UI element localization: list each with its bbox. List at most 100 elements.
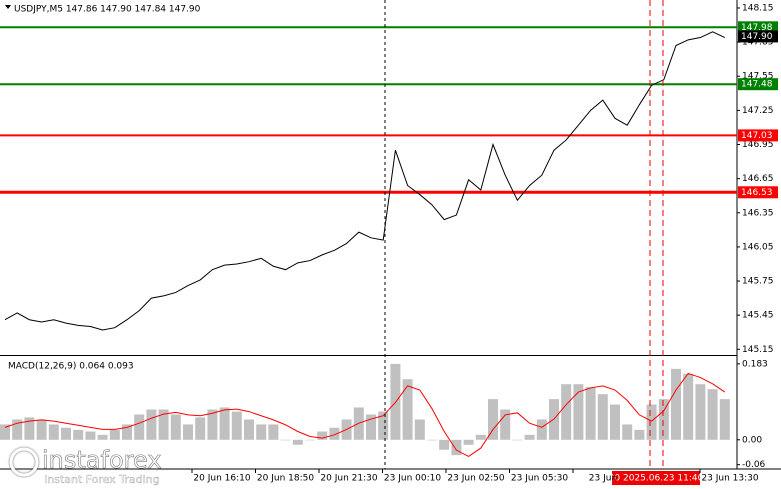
x-tick-label: 23 Jun 00:10 (384, 474, 441, 484)
histogram-bar (24, 417, 35, 440)
histogram-bar (475, 434, 486, 440)
y-tick-label: 147.55 (742, 72, 774, 82)
y2-tick-label: 0.183 (742, 359, 768, 369)
level-box (738, 129, 778, 142)
x-tick-label: 23 Jun 05:30 (511, 474, 568, 484)
histogram-bar (646, 404, 657, 440)
y-tick-label: 146.65 (742, 174, 774, 184)
histogram-bar (219, 407, 230, 440)
histogram-bar (109, 429, 120, 440)
level-label: 146.53 (741, 188, 773, 198)
histogram-bar (97, 434, 108, 440)
histogram-bar (48, 424, 59, 440)
cursor-label: 20 2025.06.23 11:40 (609, 474, 704, 484)
histogram-bar (439, 439, 450, 450)
histogram-bar (231, 411, 242, 440)
histogram-bar (427, 439, 437, 441)
histogram-bar (122, 424, 132, 440)
histogram-bar (329, 427, 340, 440)
histogram-bar (366, 414, 376, 440)
y-tick-label: 146.35 (742, 208, 774, 218)
y-tick-label: 145.15 (742, 345, 774, 355)
price-line (4, 31, 726, 331)
y-tick-label: 146.05 (742, 242, 774, 252)
histogram-bar (134, 414, 145, 440)
histogram-bar (146, 409, 157, 440)
x-tick-label: 20 Jun 21:30 (320, 474, 377, 484)
histogram-bar (378, 411, 389, 440)
histogram-bar (305, 439, 315, 441)
histogram-bar (170, 414, 181, 440)
histogram-bar (463, 439, 474, 445)
y-tick-label: 147.25 (742, 106, 774, 116)
histogram-bar (622, 424, 633, 440)
histogram-bar (268, 424, 279, 440)
histogram-bar (610, 404, 620, 440)
histogram-bar (719, 399, 730, 440)
histogram-bar (317, 431, 328, 440)
histogram-bar (488, 399, 498, 440)
level-box (738, 21, 778, 34)
logo-name: instaforex (42, 446, 162, 474)
y-tick-label: 145.75 (742, 277, 774, 287)
signal-line (4, 372, 726, 457)
logo-icon (9, 447, 39, 477)
histogram-bar (12, 419, 23, 440)
y-tick-label: 146.95 (742, 140, 774, 150)
histogram-bar (402, 379, 413, 440)
histogram-bar (0, 424, 10, 440)
histogram-bar (561, 384, 572, 440)
histogram-bar (512, 439, 523, 441)
level-label: 147.90 (741, 32, 773, 42)
y-tick-label: 147.85 (742, 38, 774, 48)
histogram-bar (244, 419, 254, 440)
level-box (738, 78, 778, 91)
histogram-bar (195, 417, 206, 440)
histogram-bar (183, 424, 193, 440)
histogram-bar (683, 373, 694, 440)
level-box (738, 30, 778, 43)
histogram-bar (85, 431, 96, 440)
histogram-bar (573, 384, 584, 440)
x-tick-label: 23 Jun (589, 474, 617, 484)
histogram-bar (658, 399, 669, 440)
histogram-bar (500, 409, 511, 440)
histogram-bar (451, 439, 462, 456)
histogram-bar (585, 387, 596, 440)
level-label: 147.03 (741, 131, 773, 141)
y2-tick-label: 0.00 (742, 435, 762, 445)
logo-tagline: Instant Forex Trading (44, 473, 160, 486)
level-box (738, 186, 778, 199)
y2-tick-label: -0.06 (742, 460, 766, 470)
level-label: 147.48 (741, 80, 773, 90)
histogram-bar (61, 427, 71, 440)
histogram-bar (695, 384, 706, 440)
histogram-bar (158, 409, 169, 440)
level-label: 147.98 (741, 23, 773, 33)
histogram-bar (707, 389, 718, 440)
chart-title: USDJPY,M5 147.86 147.90 147.84 147.90 (14, 5, 201, 15)
histogram-bar (292, 439, 303, 445)
y-tick-label: 148.15 (742, 3, 774, 13)
x-tick-label: 20 Jun 16:10 (193, 474, 250, 484)
marks (0, 26, 737, 457)
histogram-bar (36, 419, 47, 440)
histogram-bar (671, 368, 681, 440)
histogram-bar (414, 419, 425, 440)
histogram-bar (280, 439, 291, 441)
x-tick-label: 23 Jun 13:30 (701, 474, 758, 484)
x-tick-label: 23 Jun 02:50 (447, 474, 504, 484)
y-tick-label: 145.45 (742, 311, 774, 321)
histogram-bar (597, 394, 608, 440)
histogram-bar (207, 409, 218, 440)
x-tick-label: 20 Jun 18:50 (257, 474, 314, 484)
histogram-bar (634, 429, 645, 440)
histogram-bar (256, 424, 267, 440)
histogram-bar (536, 419, 547, 440)
histogram-bar (73, 429, 84, 440)
cursor-box (612, 471, 700, 485)
header-arrow (5, 5, 11, 9)
histogram-bar (524, 434, 535, 440)
macd-title: MACD(12,26,9) 0.064 0.093 (8, 362, 134, 372)
